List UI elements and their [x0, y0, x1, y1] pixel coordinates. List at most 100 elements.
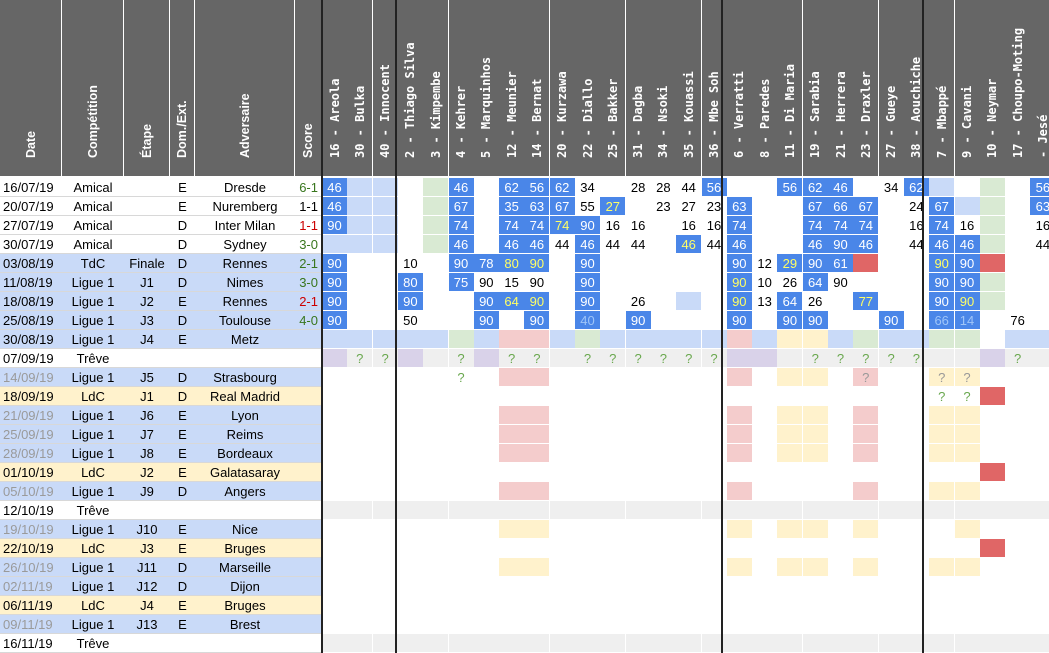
player-cell[interactable]	[726, 615, 753, 634]
player-cell[interactable]: 16	[625, 216, 652, 235]
player-cell[interactable]	[524, 520, 551, 539]
player-cell[interactable]	[676, 634, 703, 653]
player-cell[interactable]: 40	[575, 311, 601, 330]
player-cell[interactable]	[954, 615, 981, 634]
player-cell[interactable]: 90	[726, 311, 753, 330]
player-cell[interactable]	[347, 501, 374, 520]
player-cell[interactable]	[1030, 558, 1049, 577]
player-cell[interactable]	[549, 463, 576, 482]
player-cell[interactable]	[802, 444, 829, 463]
player-cell[interactable]	[322, 482, 348, 501]
player-cell[interactable]	[929, 406, 956, 425]
player-cell[interactable]	[1005, 197, 1032, 216]
player-cell[interactable]: 16	[676, 216, 703, 235]
player-cell[interactable]	[777, 425, 804, 444]
player-cell[interactable]	[347, 539, 374, 558]
player-cell[interactable]: ?	[802, 349, 829, 368]
player-cell[interactable]	[575, 634, 601, 653]
player-cell[interactable]	[473, 368, 500, 387]
player-cell[interactable]	[777, 520, 804, 539]
player-cell[interactable]	[347, 520, 374, 539]
player-cell[interactable]	[650, 463, 677, 482]
player-cell[interactable]	[1030, 634, 1049, 653]
player-cell[interactable]: 75	[448, 273, 475, 292]
player-cell[interactable]	[347, 178, 374, 197]
player-header[interactable]: 6 - Verratti	[726, 0, 753, 176]
player-cell[interactable]	[600, 482, 627, 501]
player-cell[interactable]	[448, 577, 475, 596]
player-cell[interactable]	[600, 539, 627, 558]
player-cell[interactable]	[549, 634, 576, 653]
match-row[interactable]: 12/10/19 Trêve	[0, 501, 1049, 520]
player-cell[interactable]	[929, 539, 956, 558]
player-cell[interactable]	[676, 311, 703, 330]
player-cell[interactable]	[549, 406, 576, 425]
player-cell[interactable]	[828, 539, 854, 558]
player-cell[interactable]	[929, 558, 956, 577]
player-cell[interactable]: 90	[322, 292, 348, 311]
player-cell[interactable]	[954, 501, 981, 520]
player-cell[interactable]: 23	[650, 197, 677, 216]
player-cell[interactable]	[802, 577, 829, 596]
player-cell[interactable]	[1005, 254, 1032, 273]
player-cell[interactable]	[929, 482, 956, 501]
player-cell[interactable]	[1030, 311, 1049, 330]
player-cell[interactable]	[726, 406, 753, 425]
player-cell[interactable]	[878, 216, 905, 235]
player-cell[interactable]: 26	[802, 292, 829, 311]
player-cell[interactable]	[575, 596, 601, 615]
player-cell[interactable]	[397, 634, 424, 653]
player-cell[interactable]	[752, 387, 779, 406]
player-cell[interactable]	[828, 387, 854, 406]
player-cell[interactable]	[903, 311, 930, 330]
player-cell[interactable]	[423, 216, 450, 235]
player-cell[interactable]	[322, 634, 348, 653]
player-cell[interactable]	[575, 520, 601, 539]
player-cell[interactable]	[752, 596, 779, 615]
player-cell[interactable]	[347, 463, 374, 482]
player-cell[interactable]	[929, 634, 956, 653]
player-cell[interactable]	[828, 368, 854, 387]
player-cell[interactable]	[726, 634, 753, 653]
player-cell[interactable]: ?	[853, 349, 880, 368]
player-cell[interactable]	[954, 197, 981, 216]
player-cell[interactable]	[777, 216, 804, 235]
player-cell[interactable]	[701, 330, 728, 349]
player-cell[interactable]	[802, 596, 829, 615]
player-cell[interactable]	[752, 463, 779, 482]
player-cell[interactable]	[423, 520, 450, 539]
player-cell[interactable]: 62	[549, 178, 576, 197]
player-cell[interactable]	[347, 273, 374, 292]
player-cell[interactable]	[549, 349, 576, 368]
player-cell[interactable]: 74	[802, 216, 829, 235]
player-cell[interactable]: 90	[575, 216, 601, 235]
player-cell[interactable]	[752, 425, 779, 444]
player-cell[interactable]	[726, 368, 753, 387]
player-cell[interactable]	[903, 254, 930, 273]
date-header[interactable]: Date	[0, 0, 62, 176]
player-cell[interactable]: 90	[322, 273, 348, 292]
player-cell[interactable]	[954, 596, 981, 615]
player-cell[interactable]: 90	[726, 273, 753, 292]
player-cell[interactable]: 74	[549, 216, 576, 235]
player-cell[interactable]	[473, 349, 500, 368]
player-header[interactable]: 19 - Sarabia	[802, 0, 829, 176]
player-cell[interactable]	[524, 368, 551, 387]
player-cell[interactable]	[524, 482, 551, 501]
player-cell[interactable]: 46	[448, 235, 475, 254]
player-cell[interactable]	[499, 368, 526, 387]
player-cell[interactable]	[347, 482, 374, 501]
player-cell[interactable]	[701, 558, 728, 577]
player-cell[interactable]: 90	[575, 273, 601, 292]
player-cell[interactable]	[1030, 463, 1049, 482]
player-cell[interactable]: ?	[448, 349, 475, 368]
match-row[interactable]: 27/07/19 Amical D Inter Milan 1-1 90 74 74 74 74 9…	[0, 216, 1049, 235]
player-cell[interactable]	[752, 311, 779, 330]
player-cell[interactable]	[853, 387, 880, 406]
player-cell[interactable]	[650, 406, 677, 425]
player-cell[interactable]: ?	[448, 368, 475, 387]
player-cell[interactable]	[853, 178, 880, 197]
player-cell[interactable]	[448, 539, 475, 558]
player-cell[interactable]	[499, 615, 526, 634]
player-cell[interactable]	[979, 330, 1006, 349]
